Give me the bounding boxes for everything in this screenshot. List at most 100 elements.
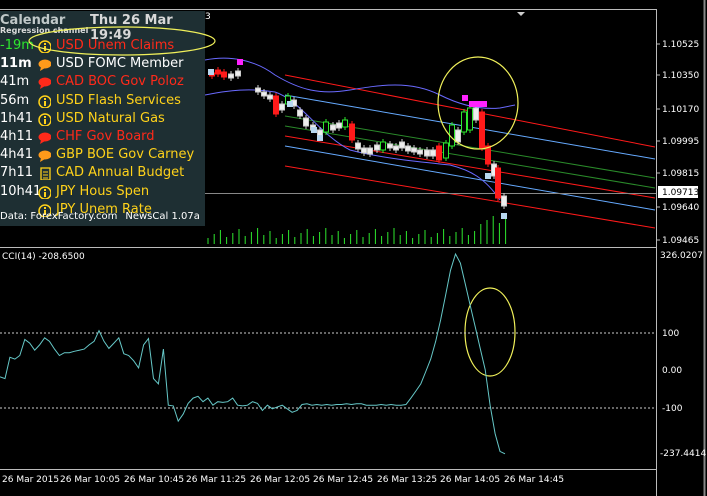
candle-body: [443, 142, 449, 159]
event-countdown: 56m: [0, 92, 30, 108]
calendar-event-row[interactable]: -19m USD Unem Claims: [0, 38, 205, 56]
candle-body: [221, 71, 227, 78]
volume-bars: [207, 216, 507, 244]
calendar-event-row[interactable]: JPY Unem Rate: [0, 202, 205, 220]
event-countdown: 7h11: [0, 165, 34, 181]
event-title: USD Unem Claims: [56, 38, 175, 53]
cci-tick: -237.4414: [660, 449, 706, 459]
candle-body: [330, 124, 336, 131]
event-title: CHF Gov Board: [56, 129, 155, 144]
candle-body: [424, 149, 430, 157]
time-tick: 26 Mar 14:05: [440, 475, 500, 485]
speech-bubble-red-icon: [38, 132, 51, 144]
signal-marker-down: [208, 69, 214, 75]
candle-body: [273, 95, 279, 115]
calendar-event-row[interactable]: 1h41 USD Natural Gas: [0, 111, 205, 129]
event-title: USD Flash Services: [56, 92, 181, 108]
signal-marker-up: [481, 101, 487, 107]
price-tick: 1.09995: [662, 137, 699, 147]
signal-marker-down: [311, 127, 317, 133]
current-price-box: [658, 186, 698, 198]
channel-center-green: [284, 125, 656, 189]
calendar-event-row[interactable]: 56m USD Flash Services: [0, 93, 205, 111]
candle-body: [473, 107, 479, 121]
time-tick: 26 Mar 11:25: [186, 475, 246, 485]
candle-body: [228, 73, 234, 79]
calendar-event-row[interactable]: 10h41 JPY Hous Spen: [0, 184, 205, 202]
event-title: JPY Unem Rate: [56, 201, 152, 217]
candle-body: [393, 145, 399, 151]
info-icon: [38, 185, 51, 199]
corner-digit: 3: [205, 12, 211, 22]
news-calendar-panel[interactable]: Calendar Thu 26 Mar 19:49 Regression cha…: [0, 11, 205, 226]
candle-body: [261, 91, 267, 97]
signal-marker-down: [317, 135, 323, 141]
candle-body: [467, 107, 473, 131]
price-tick: 1.10350: [662, 71, 699, 81]
time-tick: 26 Mar 10:45: [124, 475, 184, 485]
calendar-event-row[interactable]: 41m CAD BOC Gov Poloz: [0, 74, 205, 92]
highlight-ellipse-price: [437, 56, 519, 150]
time-tick: 26 Mar 14:45: [504, 475, 564, 485]
signal-marker-up: [475, 101, 481, 107]
signal-marker-up: [237, 59, 243, 65]
calendar-event-row[interactable]: 4h11 CHF Gov Board: [0, 129, 205, 147]
candle-body: [279, 103, 285, 111]
candle-body: [336, 122, 342, 129]
price-axis: 1.10525 1.10350 1.10170 1.09995 1.09815 …: [656, 40, 699, 246]
candle-body: [405, 145, 411, 152]
calendar-event-row[interactable]: 4h41 GBP BOE Gov Carney: [0, 147, 205, 165]
cci-label: CCI(14) -208.6500: [2, 252, 85, 262]
candle-body: [361, 147, 367, 154]
event-countdown: -19m: [0, 38, 34, 53]
signal-marker-down: [287, 101, 293, 107]
candle-body: [255, 87, 261, 93]
time-tick: 26 Mar 10:05: [60, 475, 120, 485]
signal-marker-down: [501, 213, 507, 219]
event-countdown: 11m: [0, 56, 32, 72]
candle-body: [380, 141, 386, 151]
candle-body: [485, 145, 491, 165]
event-title: USD FOMC Member: [56, 56, 184, 72]
shift-marker-icon[interactable]: [517, 12, 525, 16]
channel-lower-red: [284, 165, 656, 229]
calendar-event-row[interactable]: 11m USD FOMC Member: [0, 56, 205, 74]
calendar-title: Calendar: [0, 13, 66, 28]
channel-lower-blue: [284, 145, 656, 211]
time-axis: 26 Mar 2015 26 Mar 10:05 26 Mar 10:45 26…: [2, 475, 564, 485]
candle-body: [267, 94, 273, 100]
candle-body: [501, 195, 507, 207]
price-tick: 1.10170: [662, 105, 699, 115]
candle-body: [235, 70, 241, 77]
candle-body: [387, 143, 393, 149]
current-price-label: 1.09713: [662, 188, 699, 198]
signal-marker-down: [485, 173, 491, 179]
event-countdown: 4h41: [0, 147, 34, 163]
candle-body: [436, 145, 442, 161]
candlesticks: [208, 59, 507, 219]
calendar-event-row[interactable]: 7h11 CAD Annual Budget: [0, 165, 205, 183]
candle-body: [349, 123, 355, 141]
price-tick: 1.10525: [662, 40, 699, 50]
time-tick: 26 Mar 2015: [2, 475, 59, 485]
candle-body: [495, 167, 501, 199]
bollinger-upper: [204, 57, 516, 109]
event-countdown: 10h41: [0, 183, 42, 199]
candle-body: [323, 121, 329, 133]
info-icon: [38, 113, 51, 126]
time-tick: 26 Mar 13:25: [377, 475, 437, 485]
cci-tick: -100: [662, 404, 683, 414]
cci-tick: 100: [662, 329, 679, 339]
document-icon: [40, 167, 51, 181]
event-title: CAD BOC Gov Poloz: [56, 74, 184, 90]
candle-body: [411, 147, 417, 153]
channel-mid-red: [284, 135, 656, 199]
highlight-ellipse-cci: [464, 287, 516, 377]
cci-tick: 326.0207: [660, 251, 703, 261]
price-tick: 1.09640: [662, 203, 699, 213]
candle-body: [303, 117, 309, 127]
event-title: JPY Hous Spen: [56, 183, 150, 199]
candle-body: [355, 142, 361, 150]
